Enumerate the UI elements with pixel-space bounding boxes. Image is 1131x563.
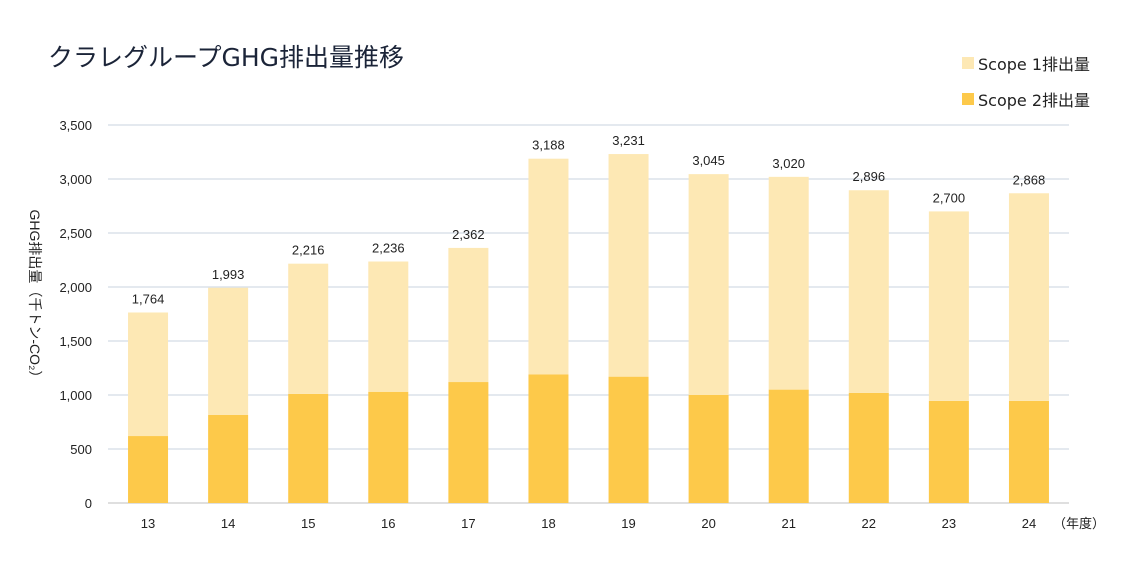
- bar-total-label: 2,216: [292, 243, 325, 258]
- y-tick-label: 3,500: [59, 118, 92, 133]
- bar-scope1: [128, 312, 169, 437]
- bar-total-label: 3,045: [692, 153, 725, 168]
- bar-total-label: 1,764: [132, 291, 165, 306]
- y-tick-label: 500: [70, 442, 92, 457]
- legend-label-scope1: Scope 1排出量: [978, 55, 1091, 74]
- bar-scope1: [1008, 193, 1049, 401]
- y-tick-label: 1,000: [59, 388, 92, 403]
- bar-scope2: [1008, 400, 1049, 503]
- y-tick-label: 0: [85, 496, 92, 511]
- chart-title: クラレグループGHG排出量推移: [48, 43, 405, 72]
- legend-label-scope2: Scope 2排出量: [978, 91, 1091, 110]
- bar-scope2: [288, 393, 329, 503]
- bar-scope1: [928, 211, 969, 401]
- bar-scope2: [448, 382, 489, 503]
- bar-scope1: [848, 190, 889, 393]
- legend-swatch-scope1: [962, 57, 974, 69]
- bar-scope1: [768, 176, 809, 390]
- bar-total-label: 3,231: [612, 133, 645, 148]
- bar-scope1: [368, 261, 409, 392]
- x-tick-label: 24: [1022, 516, 1036, 531]
- x-tick-label: 22: [862, 516, 876, 531]
- y-tick-label: 1,500: [59, 334, 92, 349]
- bar-scope2: [928, 400, 969, 503]
- x-tick-label: 17: [461, 516, 475, 531]
- bar-total-label: 2,868: [1013, 172, 1046, 187]
- bar-total-label: 2,362: [452, 227, 485, 242]
- bar-scope2: [128, 436, 169, 503]
- bar-total-label: 2,896: [853, 169, 886, 184]
- bar-scope1: [608, 154, 649, 377]
- legend-item-scope2: Scope 2排出量: [962, 87, 1090, 111]
- bar-scope1: [448, 247, 489, 383]
- y-tick-label: 2,000: [59, 280, 92, 295]
- x-tick-label: 18: [541, 516, 555, 531]
- x-axis-label: （年度）: [1053, 516, 1105, 531]
- legend-swatch-scope2: [962, 93, 974, 105]
- bar-total-label: 2,236: [372, 241, 405, 256]
- bar-scope2: [368, 391, 409, 503]
- bar-total-label: 2,700: [933, 190, 966, 205]
- bar-scope2: [208, 414, 249, 503]
- bar-total-label: 1,993: [212, 267, 245, 282]
- bar-scope1: [208, 287, 249, 415]
- x-tick-label: 13: [141, 516, 155, 531]
- bar-scope2: [688, 395, 729, 503]
- bar-scope1: [288, 263, 329, 394]
- x-tick-label: 16: [381, 516, 395, 531]
- bar-total-label: 3,188: [532, 138, 565, 153]
- bar-scope1: [688, 174, 729, 395]
- x-tick-label: 20: [701, 516, 715, 531]
- x-tick-label: 23: [942, 516, 956, 531]
- bar-scope2: [848, 392, 889, 503]
- bar-scope2: [768, 389, 809, 503]
- legend-item-scope1: Scope 1排出量: [962, 51, 1090, 75]
- y-tick-label: 3,000: [59, 172, 92, 187]
- bar-scope1: [528, 158, 569, 375]
- y-axis-title: GHG排出量（千トン-CO₂）: [27, 210, 43, 385]
- x-tick-label: 15: [301, 516, 315, 531]
- y-tick-label: 2,500: [59, 226, 92, 241]
- x-tick-label: 14: [221, 516, 235, 531]
- bar-total-label: 3,020: [772, 156, 805, 171]
- x-tick-label: 21: [781, 516, 795, 531]
- bar-scope2: [528, 374, 569, 503]
- bar-scope2: [608, 376, 649, 503]
- x-tick-label: 19: [621, 516, 635, 531]
